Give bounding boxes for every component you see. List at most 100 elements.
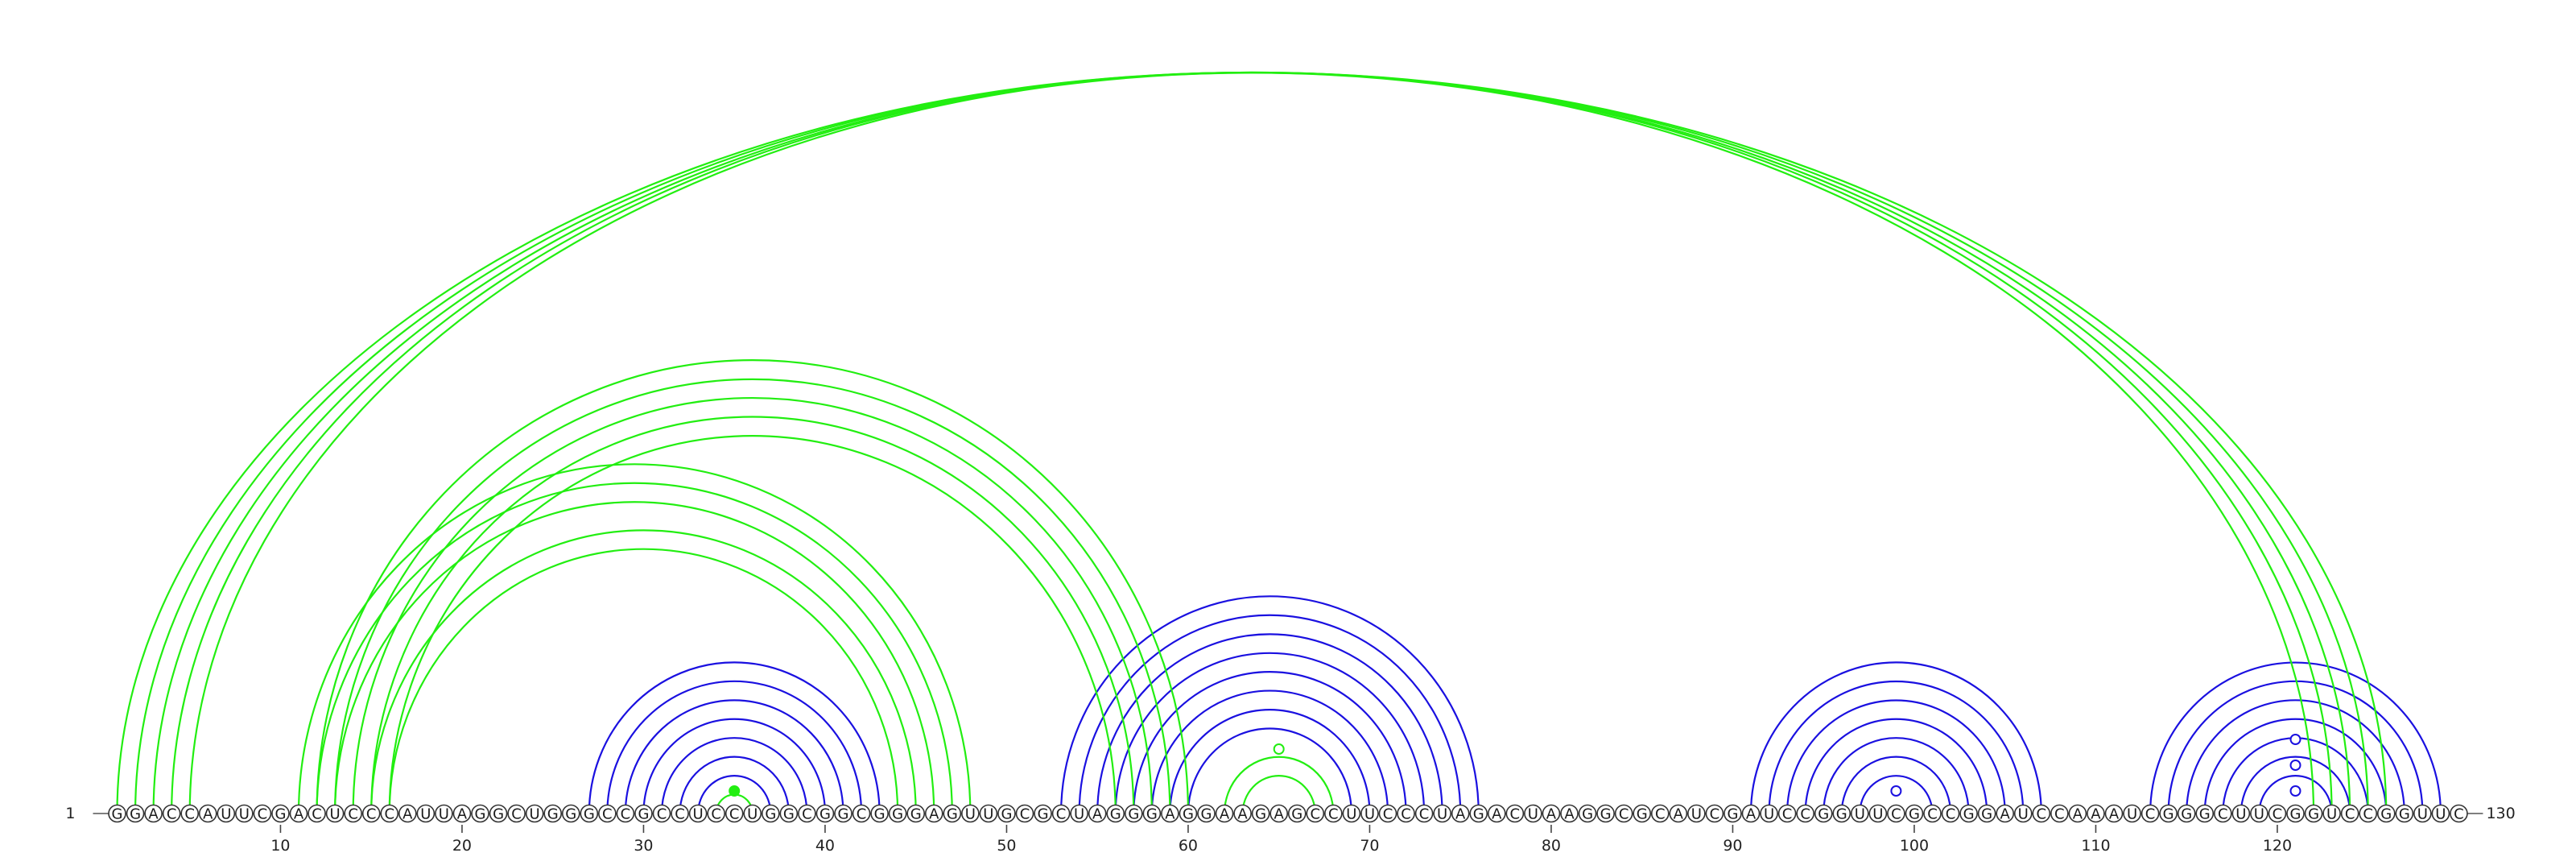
nucleotide: A: [198, 804, 217, 823]
nucleotide: U: [2413, 804, 2432, 823]
nucleotide: G: [1142, 804, 1162, 823]
nucleotide-circle: [888, 804, 907, 823]
nucleotide: G: [997, 804, 1016, 823]
nucleotide-circle: [1378, 804, 1397, 823]
nucleotide-letter: C: [1328, 806, 1339, 823]
nucleotide-letter: A: [1674, 806, 1684, 823]
nucleotide-circle: [1887, 804, 1905, 823]
nucleotide-letter: A: [2109, 806, 2120, 823]
loop-marker: [2289, 785, 2301, 797]
nucleotide-circle: [1868, 804, 1888, 823]
nucleotide: C: [180, 804, 199, 823]
nucleotide-letter: G: [1183, 806, 1194, 823]
nucleotide-circle: [2340, 804, 2359, 823]
nucleotide-letter: C: [1419, 806, 1430, 823]
blue-pair-arc: [1150, 689, 1389, 814]
nucleotide-letter: U: [983, 806, 993, 823]
nucleotide: A: [1741, 804, 1761, 823]
nucleotide-circle: [235, 804, 254, 823]
green-pair-arc: [334, 501, 935, 814]
nucleotide-circle: [1142, 804, 1162, 823]
nucleotide-letter: C: [802, 806, 812, 823]
nucleotide-letter: U: [965, 806, 976, 823]
nucleotide: U: [235, 804, 254, 823]
nucleotide-letter: C: [1927, 806, 1938, 823]
tick-label: 20: [452, 837, 472, 855]
green-pair-arc: [316, 482, 953, 814]
nucleotide-letter: G: [1909, 806, 1920, 823]
blue-pair-arc: [1840, 756, 1952, 814]
nucleotide-circle: [1469, 804, 1488, 823]
nucleotide: G: [2376, 804, 2396, 823]
nucleotide-letter: G: [475, 806, 486, 823]
nucleotide-letter: C: [1891, 806, 1901, 823]
nucleotide: G: [1832, 804, 1852, 823]
nucleotide-circle: [834, 804, 852, 823]
nucleotide-circle: [2250, 804, 2268, 823]
nucleotide-circle: [906, 804, 925, 823]
nucleotide: C: [1397, 804, 1415, 823]
nucleotide-letter: U: [420, 806, 431, 823]
nucleotide-circle: [1959, 804, 1978, 823]
nucleotide: U: [1360, 804, 1379, 823]
nucleotide: C: [616, 804, 635, 823]
nucleotide: U: [525, 804, 544, 823]
green-pair-arc: [154, 72, 2351, 814]
nucleotide: A: [1088, 804, 1107, 823]
nucleotide-letter: G: [947, 806, 958, 823]
nucleotide: C: [1650, 804, 1670, 823]
nucleotide: U: [1524, 804, 1542, 823]
nucleotide-letter: A: [1274, 806, 1285, 823]
nucleotide-letter: C: [384, 806, 394, 823]
blue-pair-arc: [679, 756, 790, 814]
green-pair-arc: [297, 463, 972, 814]
position-axis: 10 20 30 40 50 60 70 80 90 100 110 120: [270, 825, 2292, 855]
nucleotide-letter: G: [638, 806, 649, 823]
base-pair-arcs: [118, 72, 2442, 814]
loop-marker: [1890, 785, 1902, 797]
blue-pair-arc: [2203, 718, 2388, 814]
nucleotide-letter: G: [838, 806, 849, 823]
nucleotide: C: [707, 804, 725, 823]
nucleotide-circle: [1179, 804, 1198, 823]
nucleotide-letter: A: [1220, 806, 1230, 823]
nucleotide: U: [1868, 804, 1888, 823]
nucleotide-circle: [616, 804, 635, 823]
nucleotide-letter: A: [1237, 806, 1248, 823]
nucleotide: C: [2140, 804, 2160, 823]
start-position-label: 1: [65, 805, 75, 822]
nucleotide-circle: [1088, 804, 1107, 823]
blue-pair-arc: [1114, 652, 1426, 814]
nucleotide-letter: G: [547, 806, 559, 823]
nucleotide: C: [361, 804, 381, 823]
nucleotide-circle: [1215, 804, 1234, 823]
nucleotide: C: [1015, 804, 1034, 823]
nucleotide-letter: A: [2073, 806, 2083, 823]
nucleotide-circle: [1451, 804, 1470, 823]
nucleotide-letter: G: [1836, 806, 1847, 823]
nucleotide: G: [1034, 804, 1052, 823]
nucleotide-circle: [1832, 804, 1852, 823]
nucleotide: U: [2231, 804, 2251, 823]
blue-pair-arc: [1859, 774, 1934, 814]
nucleotide-letter: U: [439, 806, 449, 823]
nucleotide: G: [906, 804, 925, 823]
nucleotide: A: [2068, 804, 2087, 823]
nucleotide-letter: U: [2127, 806, 2137, 823]
blue-pair-arc: [1823, 737, 1970, 814]
nucleotide: C: [1777, 804, 1797, 823]
nucleotide-letter: G: [1291, 806, 1302, 823]
green-pair-arc: [118, 72, 2387, 814]
nucleotide-circle: [253, 804, 272, 823]
nucleotide-circle: [1197, 804, 1216, 823]
nucleotide: C: [253, 804, 272, 823]
nucleotide-circle: [2268, 804, 2287, 823]
nucleotide-circle: [180, 804, 199, 823]
nucleotide-circle: [144, 804, 163, 823]
nucleotide-circle: [1125, 804, 1143, 823]
nucleotide-circle: [1269, 804, 1288, 823]
nucleotide: C: [1941, 804, 1960, 823]
nucleotide-circle: [380, 804, 399, 823]
nucleotide-letter: A: [929, 806, 939, 823]
nucleotide: A: [398, 804, 417, 823]
